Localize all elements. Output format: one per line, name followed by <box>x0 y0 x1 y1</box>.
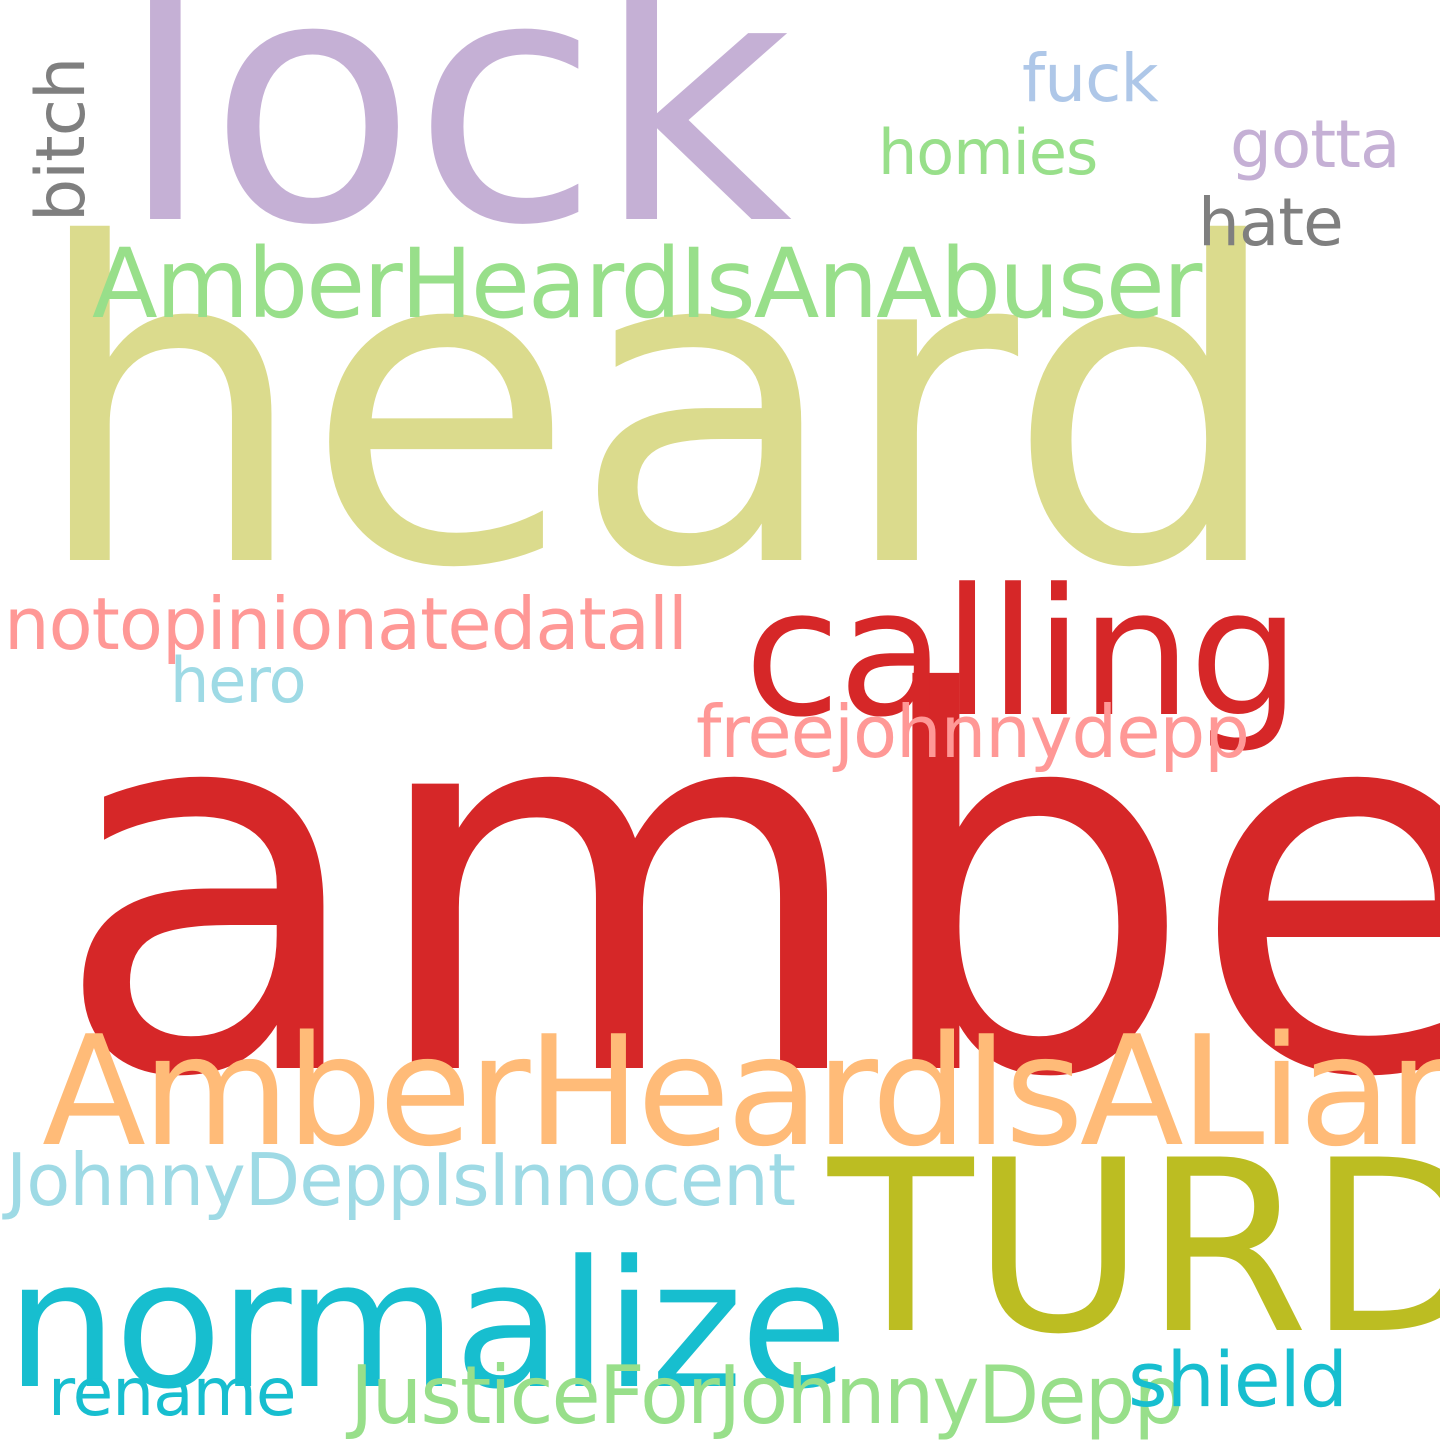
word-turd: TURD <box>828 1110 1440 1387</box>
word-lock: lock <box>118 0 792 300</box>
word-hero: hero <box>170 644 306 717</box>
word-freejohnnydepp: freejohnnydepp <box>696 690 1250 774</box>
word-hate: hate <box>1198 184 1344 261</box>
word-notopinionatedatall: notopinionatedatall <box>4 582 688 666</box>
word-amberheardisanabuser: AmberHeardIsAnAbuser <box>92 228 1202 340</box>
word-heard: heard <box>30 152 1286 664</box>
word-johnnydeppisinnocent: JohnnyDeppIsInnocent <box>6 1138 796 1222</box>
word-rename: rename <box>48 1354 296 1431</box>
word-fuck: fuck <box>1022 40 1159 117</box>
word-amber: amber <box>52 585 1440 1191</box>
word-calling: calling <box>744 551 1301 756</box>
word-shield: shield <box>1128 1335 1348 1424</box>
word-gotta: gotta <box>1230 106 1400 183</box>
word-justiceforjohnnydepp: JusticeForJohnnyDepp <box>350 1349 1184 1440</box>
word-homies: homies <box>878 116 1098 189</box>
word-amberheardisaliar: AmberHeardIsALiar <box>42 1003 1440 1180</box>
word-normalize: normalize <box>6 1223 848 1428</box>
word-bitch: bitch <box>22 57 101 222</box>
